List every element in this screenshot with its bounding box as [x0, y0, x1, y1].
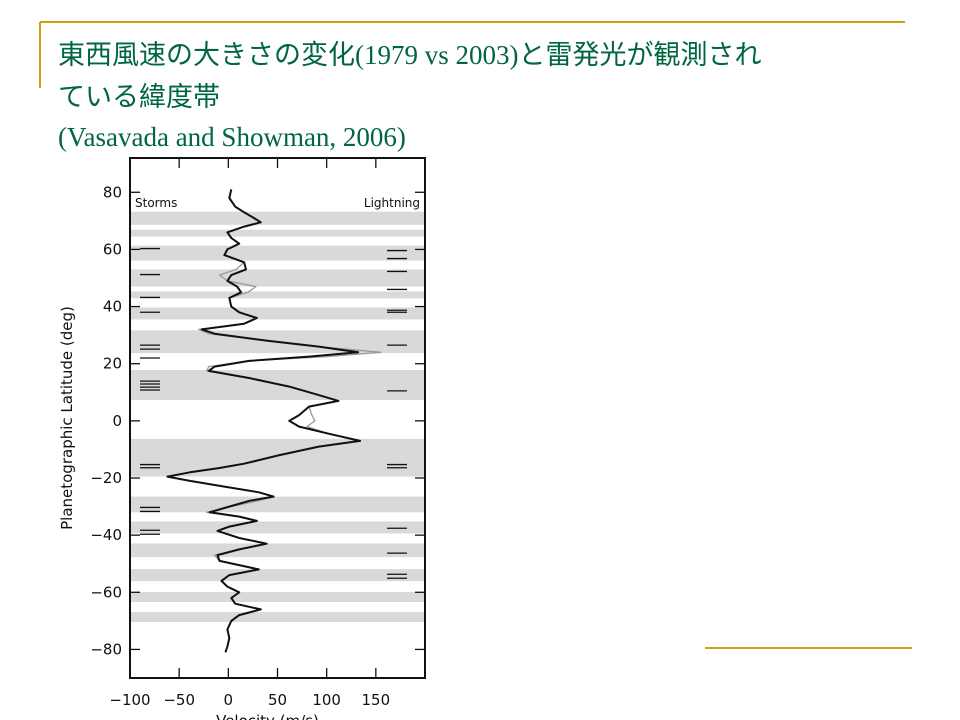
storms-label: Storms: [135, 196, 177, 210]
x-tick-label: −100: [109, 691, 150, 709]
y-tick-label: −60: [90, 583, 122, 601]
slide-title: 東西風速の大きさの変化(1979 vs 2003)と雷発光が観測され: [58, 40, 762, 70]
x-tick-label: 100: [312, 691, 341, 709]
latitude-band: [130, 521, 425, 534]
citation: (Vasavada and Showman, 2006): [58, 122, 406, 152]
chart: −100 −50 0 50 100 150 −80 −60 −40 −20 0 20 40 60 80 Vel…: [58, 157, 426, 720]
y-tick-label: 20: [103, 355, 122, 373]
y-tick-label: 80: [103, 183, 122, 201]
x-axis-label: Velocity (m/s): [216, 712, 319, 720]
latitude-band: [130, 291, 425, 299]
latitude-band: [130, 569, 425, 582]
lightning-label: Lightning: [364, 196, 420, 210]
latitude-band: [130, 438, 425, 477]
x-tick-label: −50: [163, 691, 195, 709]
y-tick-label: 60: [103, 240, 122, 258]
latitude-band: [130, 496, 425, 513]
latitude-band: [130, 245, 425, 261]
y-tick-label: −20: [90, 469, 122, 487]
latitude-band: [130, 612, 425, 622]
x-tick-label: 50: [268, 691, 287, 709]
y-tick-label: −40: [90, 526, 122, 544]
x-tick-label: 150: [362, 691, 391, 709]
x-tick-label: 0: [224, 691, 234, 709]
velocity-line: [166, 189, 362, 653]
y-tick-label: 0: [112, 412, 122, 430]
slide-title: ている緯度帯: [58, 82, 220, 112]
latitude-band: [130, 307, 425, 320]
latitude-band: [130, 592, 425, 602]
latitude-band: [130, 211, 425, 225]
y-axis-label: Planetographic Latitude (deg): [58, 306, 76, 530]
latitude-band: [130, 269, 425, 287]
latitude-band: [130, 229, 425, 237]
latitude-band: [130, 543, 425, 558]
velocity-line: [166, 197, 382, 622]
y-tick-label: 40: [103, 298, 122, 316]
y-tick-label: −80: [90, 640, 122, 658]
